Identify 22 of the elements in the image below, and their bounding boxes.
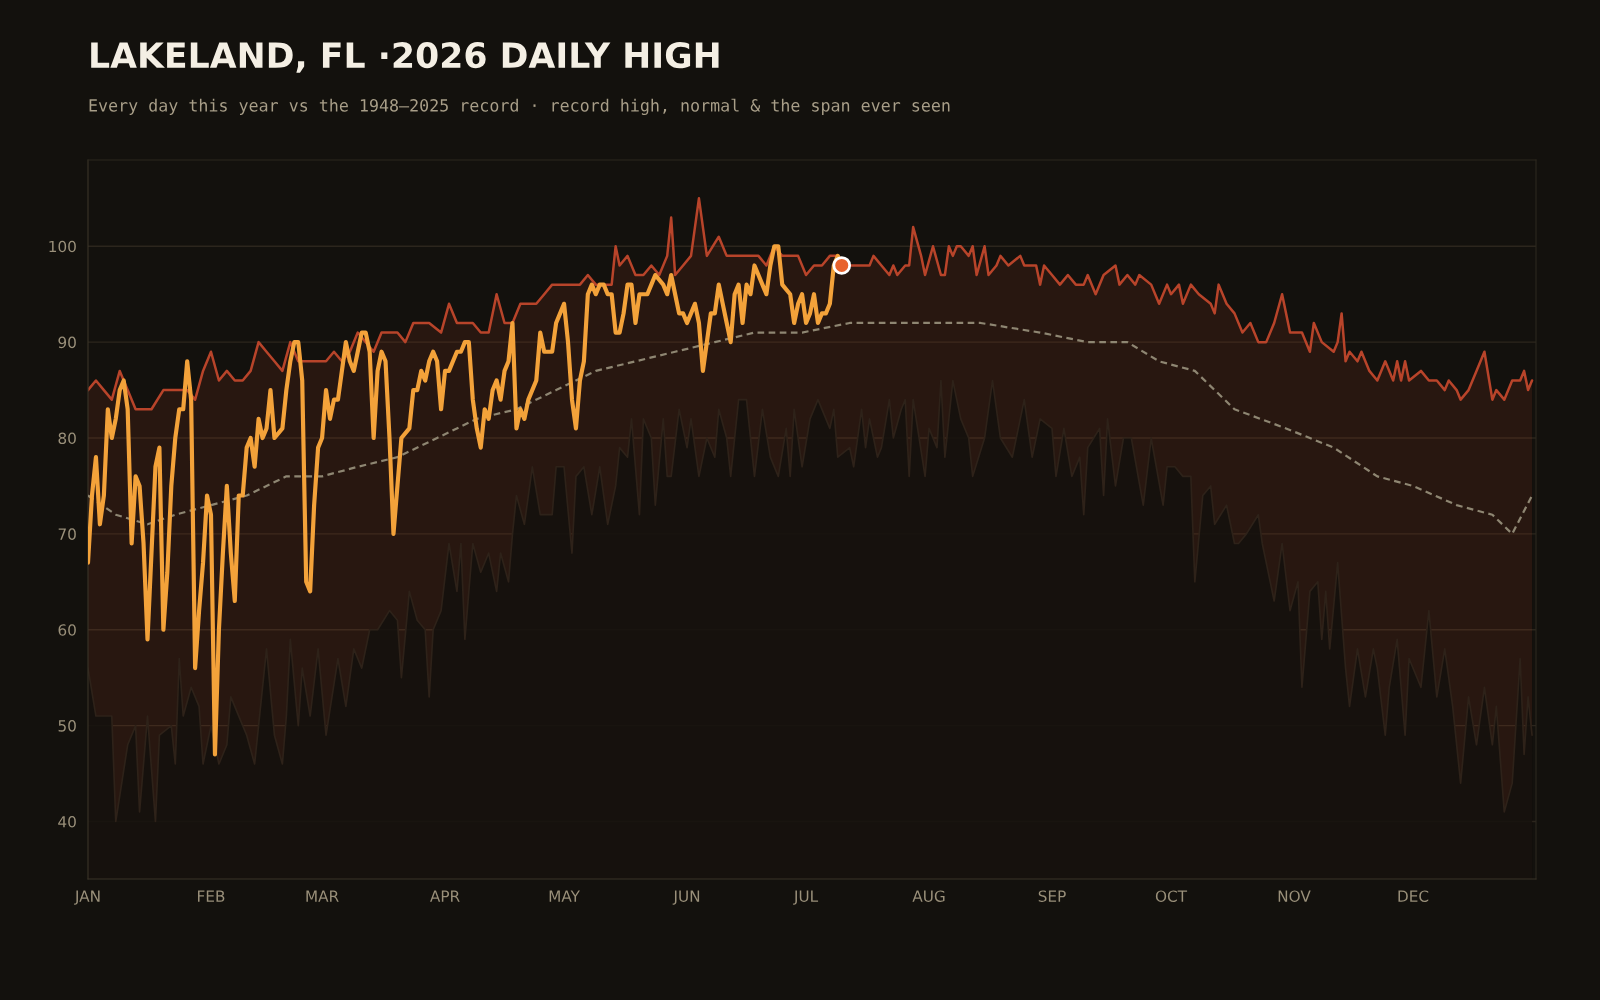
x-tick-label: MAY xyxy=(549,890,580,902)
x-tick-label: AUG xyxy=(912,890,945,902)
chart-title: LAKELAND, FL ·2026 DAILY HIGH xyxy=(91,42,719,73)
chart-subtitle: Every day this year vs the 1948–2025 record · record high, normal & the span ever seen xyxy=(89,98,950,115)
y-tick-label: 60 xyxy=(58,624,76,636)
y-tick-label: 40 xyxy=(58,815,76,828)
y-tick-label: 70 xyxy=(58,528,76,540)
x-tick-label: SEP xyxy=(1038,890,1066,902)
x-tick-label: DEC xyxy=(1398,890,1429,902)
x-tick-label: JUN xyxy=(672,890,700,905)
x-tick-label: OCT xyxy=(1155,890,1188,902)
y-tick-label: 100 xyxy=(49,240,76,253)
x-tick-label: JAN xyxy=(74,890,100,905)
x-tick-label: MAR xyxy=(306,890,339,902)
y-tick-label: 90 xyxy=(58,336,76,349)
x-tick-label: JUL xyxy=(793,890,819,905)
x-tick-label: NOV xyxy=(1278,890,1311,902)
x-tick-label: FEB xyxy=(198,890,225,902)
y-tick-label: 80 xyxy=(58,432,76,445)
line-series xyxy=(88,321,1534,535)
x-tick-label: APR xyxy=(430,890,460,902)
y-tick-label: 50 xyxy=(58,720,76,732)
